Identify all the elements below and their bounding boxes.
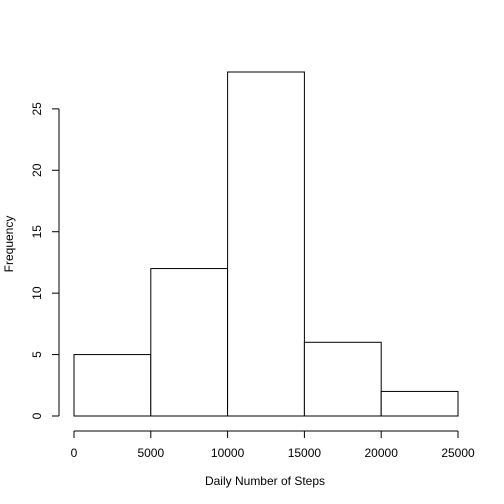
histogram-bar-3: [303, 341, 382, 417]
x-tick-label: 10000: [211, 446, 245, 460]
y-tick-label: 20: [30, 163, 44, 177]
y-tick-label: 25: [30, 102, 44, 116]
x-tick-label: 15000: [288, 446, 322, 460]
histogram-bar-0: [73, 354, 152, 417]
y-tick-label: 0: [30, 412, 44, 419]
x-tick-label: 20000: [365, 446, 399, 460]
y-tick-label: 15: [30, 225, 44, 239]
y-tick-label: 10: [30, 286, 44, 300]
histogram-bar-1: [150, 268, 229, 417]
y-axis: 0 5 10 15 20 25: [30, 102, 60, 419]
x-axis-label: Daily Number of Steps: [205, 474, 325, 488]
y-tick-label: 5: [30, 351, 44, 358]
x-tick-label: 25000: [441, 446, 475, 460]
x-tick-label: 5000: [137, 446, 164, 460]
histogram-bar-2: [227, 71, 305, 417]
y-axis-label: Frequency: [2, 216, 16, 273]
bars-group: [73, 71, 459, 417]
x-tick-label: 0: [71, 446, 78, 460]
x-axis: 0 5000 10000 15000 20000 25000: [71, 430, 475, 460]
histogram-bar-4: [380, 390, 459, 417]
